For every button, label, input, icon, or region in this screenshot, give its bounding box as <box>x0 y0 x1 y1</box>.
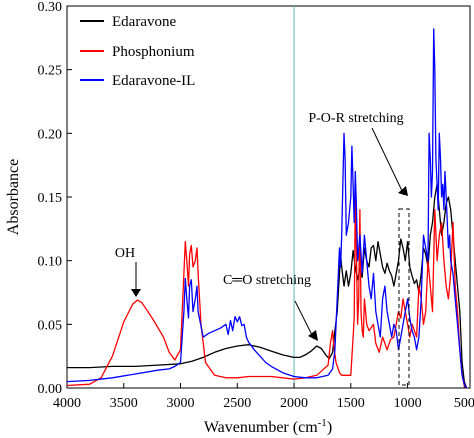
x-tick-label: 2000 <box>280 396 308 411</box>
x-axis-title-tail: ) <box>327 419 332 436</box>
por-highlight-box <box>398 208 410 386</box>
legend-label-phosphonium: Phosphonium <box>112 44 195 60</box>
y-axis-title: Absorbance <box>5 159 22 235</box>
por-arrow <box>371 127 405 196</box>
co-annotation: C═O stretching <box>223 273 311 288</box>
x-axis-title-main: Wavenumber (cm <box>204 419 318 436</box>
x-tick-label: 3000 <box>167 396 195 411</box>
legend-item-edaravone: Edaravone <box>80 14 176 30</box>
x-axis: 4000 3500 3000 2500 2000 1500 1000 500 <box>53 383 474 411</box>
y-axis: 0.00 0.05 0.10 0.15 0.20 0.25 0.30 <box>38 0 72 397</box>
por-annotation: P-O-R stretching <box>308 111 403 126</box>
x-tick-label: 1500 <box>337 396 365 411</box>
y-tick-label: 0.05 <box>38 318 63 333</box>
x-tick-label: 4000 <box>53 396 81 411</box>
y-tick-label: 0.00 <box>38 382 63 397</box>
series-line-phosphonium <box>66 196 468 389</box>
x-axis-title-sup: -1 <box>318 417 327 429</box>
plot-border <box>66 5 471 389</box>
legend-label-edaravone-il: Edaravone-IL <box>112 73 195 89</box>
plot-area <box>66 5 471 389</box>
x-tick-label: 1000 <box>394 396 422 411</box>
oh-arrowhead <box>131 289 141 297</box>
y-tick-label: 0.30 <box>38 0 63 15</box>
oh-annotation: OH <box>115 246 135 261</box>
y-tick-label: 0.20 <box>38 127 63 142</box>
y-tick-label: 0.15 <box>38 191 63 206</box>
y-tick-label: 0.10 <box>38 255 63 270</box>
series-line-edaravone <box>67 183 468 389</box>
legend: Edaravone Phosphonium Edaravone-IL <box>80 14 195 89</box>
co-arrow <box>294 300 315 340</box>
series-lines <box>66 28 468 389</box>
x-axis-title: Wavenumber (cm-1) <box>204 417 332 436</box>
legend-item-phosphonium: Phosphonium <box>80 44 195 60</box>
legend-label-edaravone: Edaravone <box>112 14 176 30</box>
co-arrowhead <box>308 330 318 341</box>
series-line-edaravone-il <box>66 28 468 389</box>
legend-item-edaravone-il: Edaravone-IL <box>80 73 195 89</box>
annotations: OH C═O stretching P-O-R stretching <box>115 111 410 386</box>
x-tick-label: 2500 <box>223 396 251 411</box>
por-arrowhead <box>398 186 408 196</box>
y-tick-label: 0.25 <box>38 64 63 79</box>
x-tick-label: 3500 <box>110 396 138 411</box>
x-tick-label: 500 <box>454 396 474 411</box>
